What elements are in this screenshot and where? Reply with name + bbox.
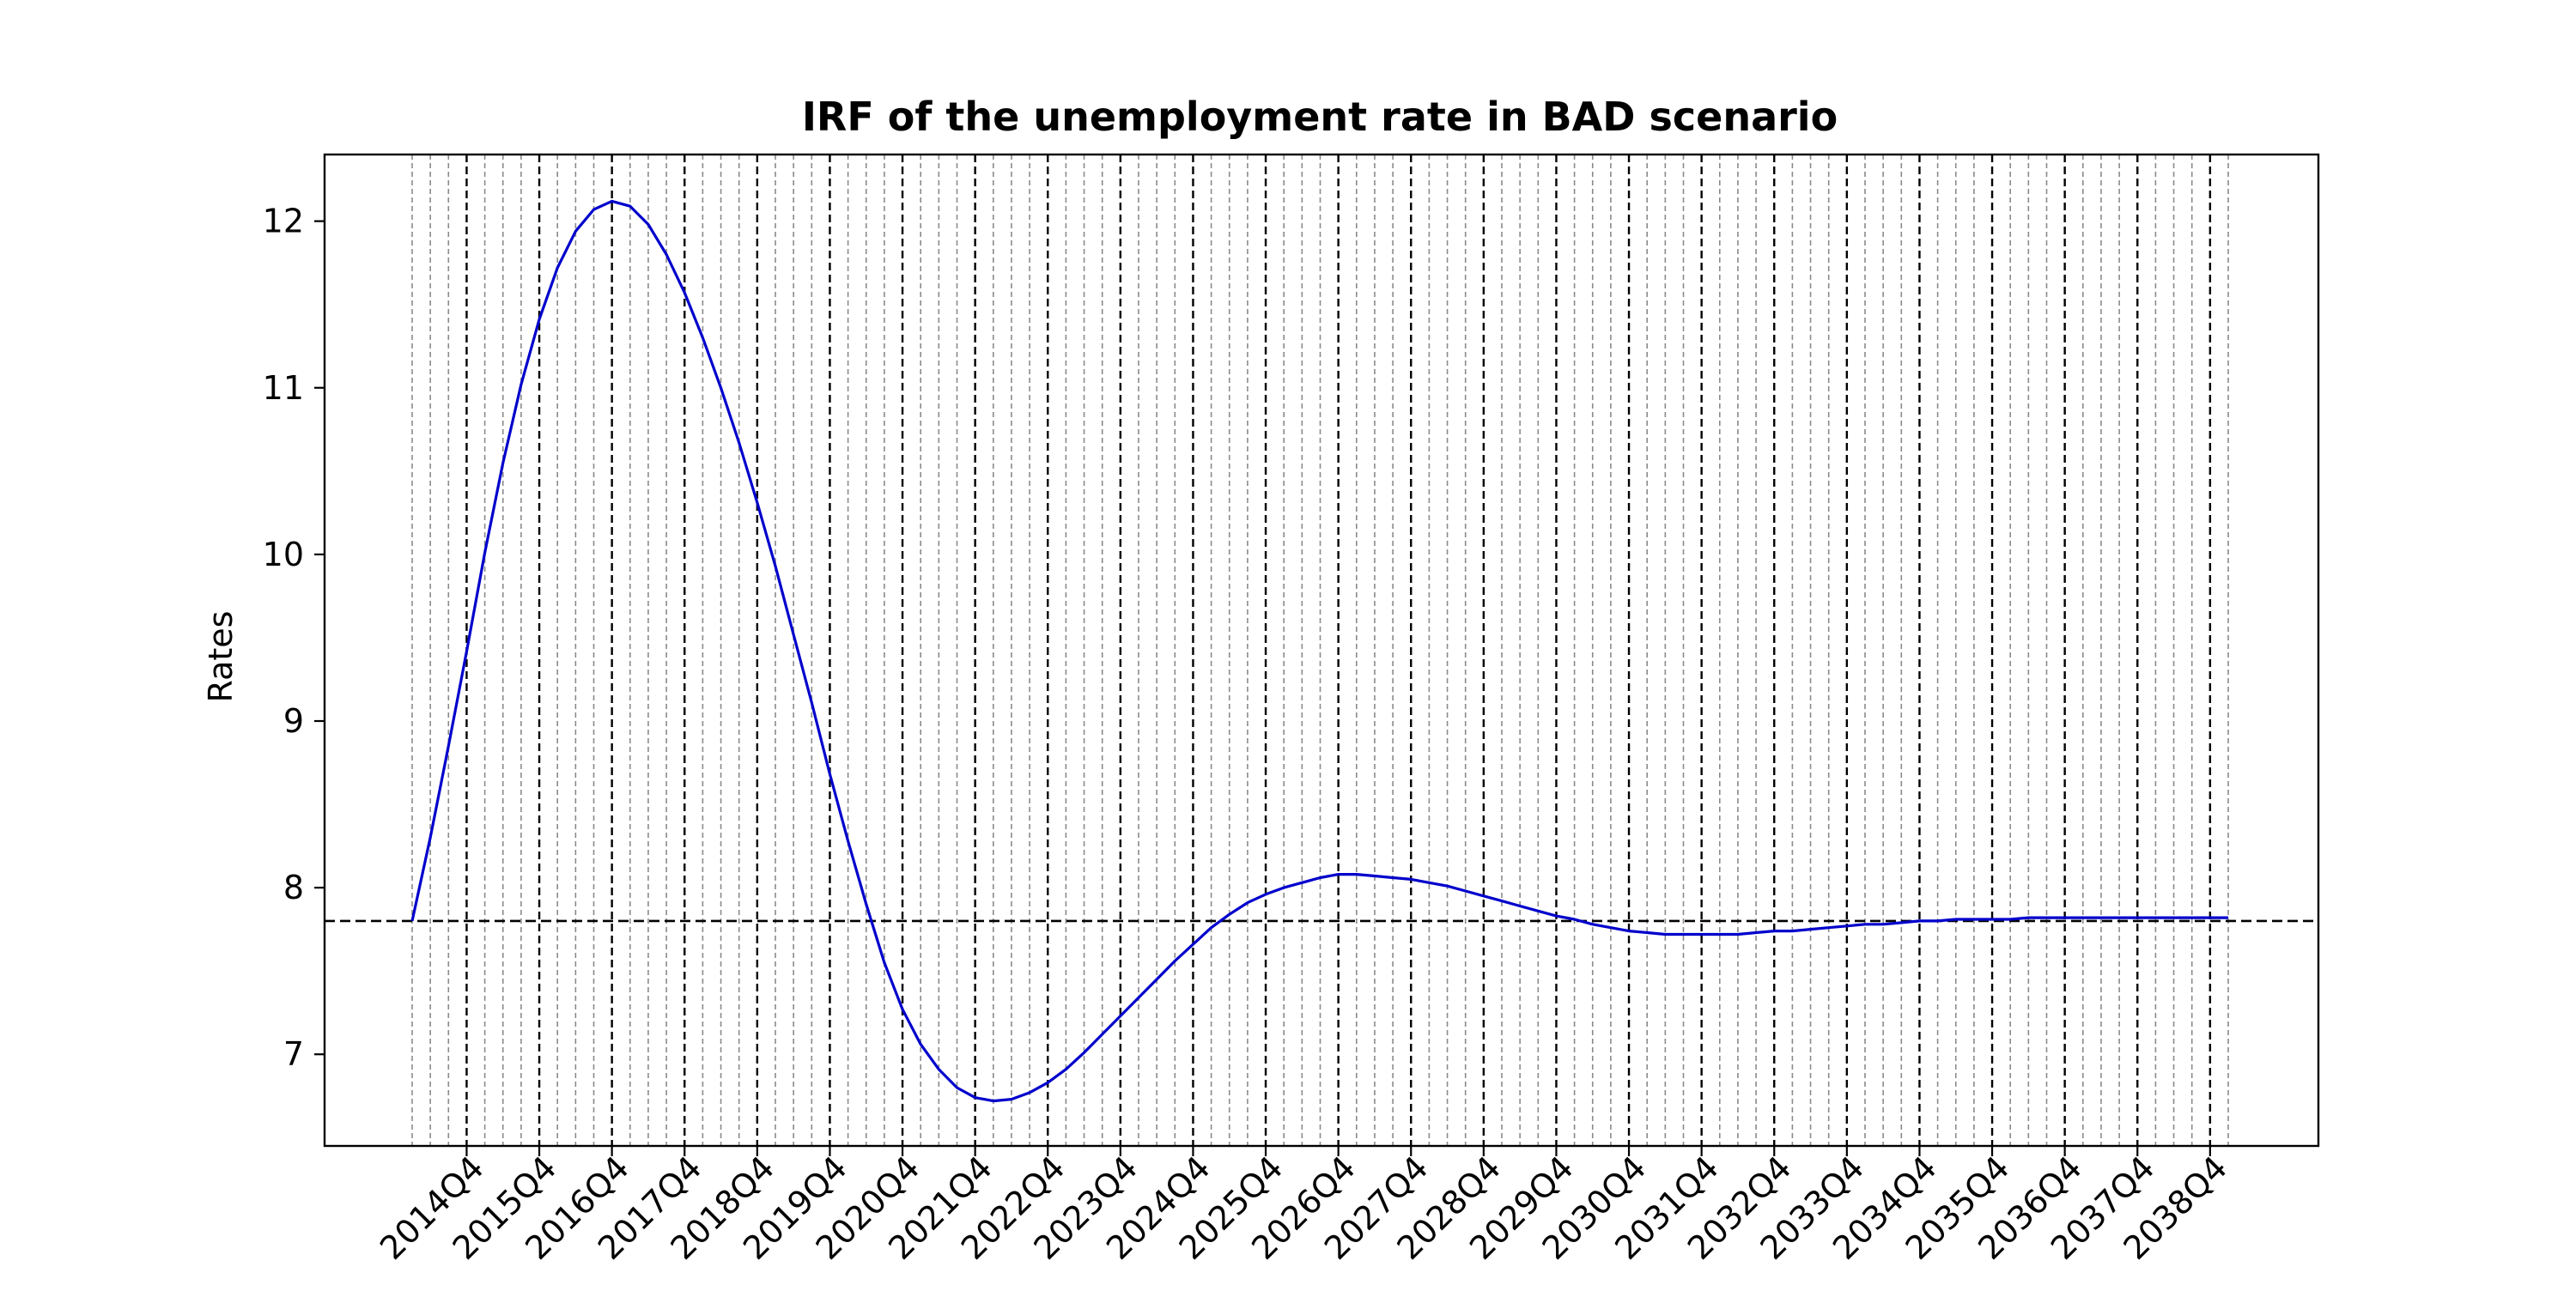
series-line: [410, 199, 2228, 1103]
chart-title: IRF of the unemployment rate in BAD scen…: [802, 94, 1838, 140]
y-tick-label: 10: [263, 536, 304, 573]
plot-frame: [323, 153, 2320, 1148]
series-layer: [410, 199, 2228, 1103]
y-axis-label: Rates: [202, 611, 240, 703]
y-tick-label: 7: [283, 1035, 304, 1073]
y-tick-label: 8: [283, 869, 304, 906]
grid-layer: [411, 155, 2229, 1146]
y-tick-label: 9: [283, 702, 304, 740]
y-tick-label: 12: [263, 203, 304, 240]
y-tick-label: 11: [263, 369, 304, 407]
